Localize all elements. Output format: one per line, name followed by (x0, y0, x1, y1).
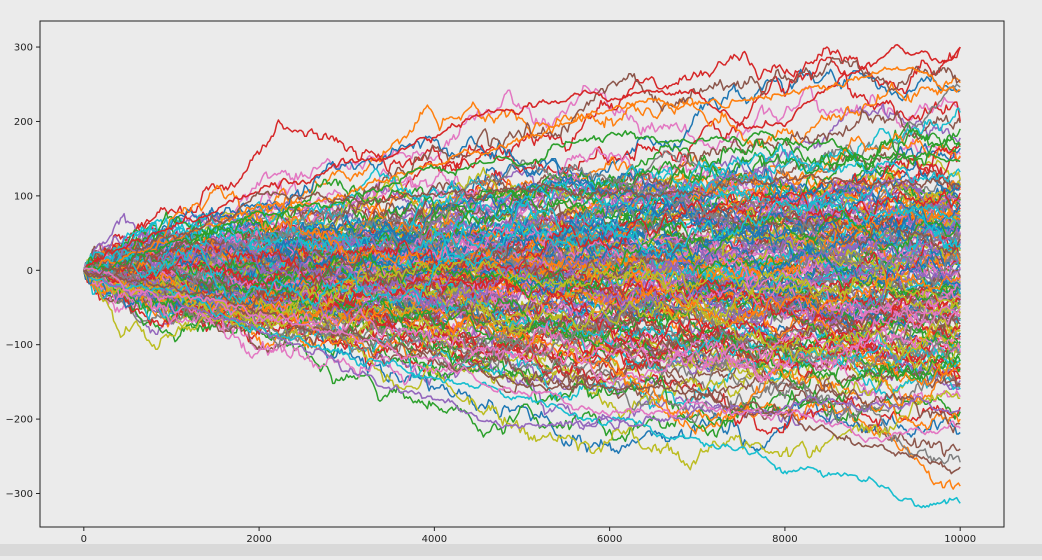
series-line-187 (83, 269, 961, 386)
x-tick-label: 2000 (246, 534, 271, 545)
series-line-199 (83, 257, 961, 362)
series-line-198 (83, 159, 961, 286)
bottom-strip (0, 544, 1042, 556)
series-line-188 (83, 262, 961, 373)
x-tick-label: 0 (81, 534, 87, 545)
series-layer (83, 43, 961, 509)
series-line-195 (83, 236, 961, 309)
x-tick-label: 10000 (944, 534, 976, 545)
series-line-178 (83, 198, 961, 297)
series-line-191 (83, 226, 961, 295)
highlighted-series-line-1 (83, 43, 961, 271)
series-line-194 (83, 189, 961, 298)
series-line-173 (83, 178, 961, 301)
series-line-34 (83, 56, 961, 271)
highlighted-series-line-7 (83, 267, 961, 444)
y-tick-label: −100 (6, 340, 33, 351)
x-tick-label: 4000 (422, 534, 447, 545)
x-tick-label: 8000 (772, 534, 797, 545)
y-tick-label: 300 (14, 43, 33, 54)
y-tick-label: 100 (14, 191, 33, 202)
highlighted-series-line-5 (83, 269, 961, 429)
plot-frame (39, 20, 1005, 528)
series-line-200 (83, 199, 961, 307)
series-line-197 (83, 268, 961, 368)
series-line-183 (83, 254, 961, 389)
y-tick-label: −200 (6, 415, 33, 426)
series-line-192 (83, 184, 961, 328)
y-tick-label: 0 (27, 266, 33, 277)
series-line-185 (83, 262, 961, 327)
highlighted-series-line-8 (83, 173, 961, 279)
series-line-177 (83, 226, 961, 330)
series-line-176 (83, 248, 961, 389)
y-tick-label: 200 (14, 117, 33, 128)
y-tick-label: −300 (6, 489, 33, 500)
highlighted-series-line-6 (83, 268, 961, 475)
highlighted-series-line-3 (83, 130, 961, 272)
x-tick-label: 6000 (597, 534, 622, 545)
series-line-158 (83, 262, 961, 465)
series-line-196 (83, 205, 961, 312)
highlighted-series-line-2 (83, 66, 961, 271)
axes-layer: 0 2000 4000 6000 8000 10000 −300 −200 −100 0 100 20… (6, 20, 1005, 545)
